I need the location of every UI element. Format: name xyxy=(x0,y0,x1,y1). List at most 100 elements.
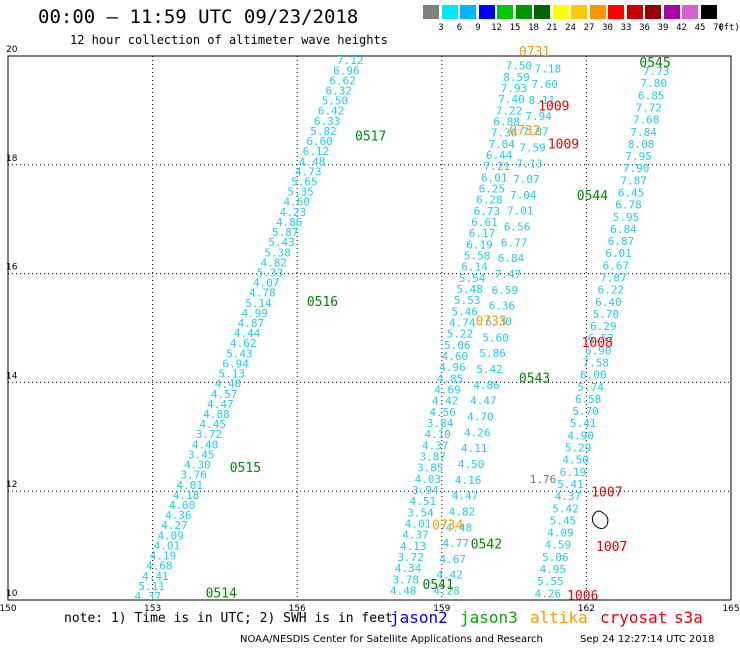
color-swatch-39 xyxy=(645,5,662,19)
color-swatch-18 xyxy=(515,5,533,19)
color-label-30: 30 xyxy=(602,23,613,33)
pass-time-label: 1009 xyxy=(538,99,569,114)
wave-height-value: 7.84 xyxy=(630,126,657,139)
wave-height-value: 3.45 xyxy=(188,448,215,461)
wave-height-value: 5.35 xyxy=(287,186,314,199)
wave-height-value: 4.90 xyxy=(567,429,594,442)
wave-height-value: 4.10 xyxy=(424,428,451,441)
wave-height-value: 5.42 xyxy=(552,502,579,515)
wave-height-value: 4.01 xyxy=(177,479,204,492)
wave-height-value: 5.22 xyxy=(447,328,474,341)
color-label-27: 27 xyxy=(583,23,595,33)
wave-height-value: 6.29 xyxy=(590,320,617,333)
wave-height-value: 4.70 xyxy=(467,410,494,423)
wave-height-value: 5.14 xyxy=(245,297,272,310)
wave-height-value: 8.59 xyxy=(503,71,530,84)
wave-height-value: 4.47 xyxy=(452,490,479,503)
wave-height-value: 6.73 xyxy=(474,205,501,218)
note-text: note: 1) Time is in UTC; 2) SWH is in fe… xyxy=(64,611,393,626)
pass-time-label: 0542 xyxy=(471,537,502,552)
wave-height-value: 7.87 xyxy=(600,272,627,285)
color-swatch-24 xyxy=(552,5,570,19)
wave-height-value: 6.61 xyxy=(471,216,498,229)
pass-time-label: 0514 xyxy=(206,586,237,601)
lat-tick-label: 18 xyxy=(6,154,18,164)
wave-height-value: 5.06 xyxy=(444,339,471,352)
wave-height-value: 5.70 xyxy=(572,405,599,418)
wave-height-value: 6.19 xyxy=(560,466,587,479)
wave-height-value: 4.37 xyxy=(555,490,582,503)
color-label-33: 33 xyxy=(620,23,632,33)
wave-height-value: 5.70 xyxy=(593,308,620,321)
map-subtitle: 12 hour collection of altimeter wave hei… xyxy=(70,33,388,47)
color-swatch-33 xyxy=(608,5,625,19)
color-swatch-12 xyxy=(478,5,496,19)
wave-height-value: 5.29 xyxy=(565,442,592,455)
wave-height-value: 4.60 xyxy=(169,499,196,512)
wave-height-value: 4.74 xyxy=(449,316,476,329)
wave-height-value: 5.45 xyxy=(550,514,577,527)
wave-height-value: 5.82 xyxy=(310,125,337,138)
wave-height-value: 7.36 xyxy=(491,127,518,140)
pass-time-label: 0731 xyxy=(519,45,550,60)
wave-height-value: 4.86 xyxy=(473,379,500,392)
credit-text: NOAA/NESDIS Center for Satellite Applica… xyxy=(240,634,543,645)
wave-height-value: 7.68 xyxy=(633,114,660,127)
wave-height-value: 4.48 xyxy=(299,155,326,168)
legend-jason3: jason3 xyxy=(460,608,518,627)
wave-height-value: 4.50 xyxy=(562,454,589,467)
wave-height-value: 5.43 xyxy=(226,347,253,360)
color-swatch-6 xyxy=(441,5,459,19)
wave-height-value: 7.04 xyxy=(488,138,515,151)
wave-height-value: 4.85 xyxy=(437,372,464,385)
wave-height-value: 4.48 xyxy=(390,585,417,598)
pass-time-label: 0545 xyxy=(639,56,670,71)
color-swatch-45 xyxy=(682,5,699,19)
wave-height-value: 5.43 xyxy=(268,236,295,249)
pass-time-label: 1006 xyxy=(567,589,598,604)
wave-height-value: 6.67 xyxy=(603,259,630,272)
color-label-15: 15 xyxy=(509,23,521,33)
pass-time-label: 1007 xyxy=(596,540,627,555)
lon-tick-label: 153 xyxy=(144,604,161,614)
wave-height-value: 5.48 xyxy=(456,283,483,296)
wave-height-value: 4.57 xyxy=(211,388,238,401)
color-label-21: 21 xyxy=(546,23,558,33)
wave-height-value: 4.82 xyxy=(449,505,476,518)
wave-height-value: 7.73 xyxy=(643,65,670,78)
wave-height-value: 3.87 xyxy=(420,451,447,464)
wave-height-value: 5.53 xyxy=(454,294,481,307)
wave-height-value: 4.45 xyxy=(199,418,226,431)
wave-height-value: 4.68 xyxy=(146,560,173,573)
wave-height-value: 4.26 xyxy=(464,426,491,439)
color-label-6: 6 xyxy=(456,23,463,33)
wave-height-value: 6.28 xyxy=(476,194,503,207)
wave-height-value: 4.40 xyxy=(215,378,242,391)
wave-height-value: 3.76 xyxy=(180,469,207,482)
lat-tick-label: 14 xyxy=(6,371,18,381)
lat-tick-label: 16 xyxy=(6,263,18,273)
wave-height-value: 7.13 xyxy=(516,157,543,170)
wave-height-value: 7.95 xyxy=(625,150,652,163)
pass-time-label: 0516 xyxy=(307,295,338,310)
wave-height-value: 6.77 xyxy=(501,236,528,249)
color-label-3: 3 xyxy=(438,23,444,33)
wave-height-value: 7.50 xyxy=(506,60,533,73)
lon-tick-label: 150 xyxy=(0,604,17,614)
wave-height-value: 6.52 xyxy=(588,332,615,345)
wave-height-value: 4.07 xyxy=(253,277,280,290)
color-unit-label: (ft) xyxy=(718,23,740,33)
color-swatch-3 xyxy=(423,5,440,19)
wave-height-value: 6.22 xyxy=(598,284,625,297)
lon-tick-label: 159 xyxy=(433,604,450,614)
wave-height-value: 7.60 xyxy=(532,78,559,91)
wave-height-value: 4.47 xyxy=(470,395,497,408)
pass-time-label: 0732 xyxy=(509,124,540,139)
wave-height-value: 4.86 xyxy=(276,216,303,229)
wave-height-value: 3.72 xyxy=(397,551,424,564)
color-swatch-9 xyxy=(460,5,477,19)
wave-height-value: 4.69 xyxy=(434,384,461,397)
wave-height-value: 4.19 xyxy=(150,550,177,563)
wave-height-value: 4.30 xyxy=(184,459,211,472)
